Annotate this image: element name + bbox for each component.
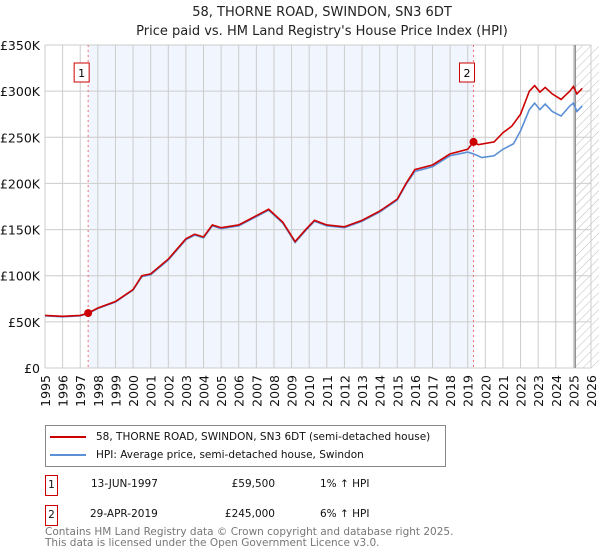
chart-legend: 58, THORNE ROAD, SWINDON, SN3 6DT (semi-…: [45, 425, 446, 467]
x-tick-label: 1995: [38, 375, 53, 407]
x-tick-label: 2004: [197, 375, 212, 407]
legend-label: 58, THORNE ROAD, SWINDON, SN3 6DT (semi-…: [96, 431, 431, 443]
legend-label: HPI: Average price, semi-detached house,…: [96, 449, 364, 461]
x-tick-label: 2000: [126, 375, 141, 407]
sale-price: £245,000: [224, 508, 275, 520]
sale-date: 13-JUN-1997: [91, 478, 158, 490]
x-tick-label: 2011: [320, 375, 335, 407]
x-tick-label: 2019: [461, 375, 476, 407]
red-line-swatch: [50, 435, 86, 439]
sale-hpi-change: 1% ↑ HPI: [320, 478, 370, 490]
sale-annotation-box: [73, 62, 90, 83]
x-tick-label: 2010: [302, 375, 317, 407]
forecast-hatch: [575, 45, 599, 368]
x-tick-label: 2008: [267, 375, 282, 407]
legend-item-property: 58, THORNE ROAD, SWINDON, SN3 6DT (semi-…: [50, 429, 430, 445]
x-tick-label: 2018: [443, 375, 458, 407]
y-tick-label: £300K: [0, 84, 41, 99]
x-tick-label: 2006: [232, 375, 247, 407]
footer-line: This data is licensed under the Open Gov…: [45, 537, 380, 549]
blue-line-swatch: [50, 453, 86, 457]
y-tick-label: £0: [24, 361, 40, 376]
x-tick-label: 2007: [249, 375, 264, 407]
hpi-series-line: [44, 101, 583, 318]
x-tick-label: 2002: [161, 375, 176, 407]
sale-point: [469, 137, 478, 146]
sale-hpi-change: 6% ↑ HPI: [320, 508, 370, 520]
x-tick-label: 2016: [408, 375, 423, 407]
x-tick-label: 2024: [549, 375, 564, 407]
y-tick-label: £150K: [0, 223, 41, 238]
x-tick-label: 2009: [285, 375, 300, 407]
x-tick-label: 1999: [108, 375, 123, 407]
sale-date: 29-APR-2019: [90, 508, 158, 520]
x-tick-label: 2003: [179, 375, 194, 407]
sale-marker-badge: 2: [45, 505, 58, 526]
x-tick-label: 1996: [56, 375, 71, 407]
chart-title: 58, THORNE ROAD, SWINDON, SN3 6DT: [192, 5, 452, 20]
sale-price: £59,500: [231, 478, 275, 490]
x-tick-label: 2001: [144, 375, 159, 407]
price-chart: 58, THORNE ROAD, SWINDON, SN3 6DT Price …: [0, 5, 599, 407]
x-tick-label: 2025: [566, 375, 581, 407]
y-tick-label: £200K: [0, 176, 41, 191]
x-tick-label: 2013: [355, 375, 370, 407]
x-tick-label: 1998: [91, 375, 106, 407]
sale-marker-badge: 1: [45, 475, 58, 496]
x-tick-label: 1997: [73, 375, 88, 407]
x-tick-label: 2005: [214, 375, 229, 407]
x-tick-label: 2014: [373, 375, 388, 407]
x-tick-label: 2023: [531, 375, 546, 407]
y-tick-label: £350K: [0, 38, 41, 53]
y-tick-label: £100K: [0, 269, 41, 284]
property-series-line: [44, 84, 583, 318]
sale-point: [84, 309, 93, 318]
x-tick-label: 2022: [514, 375, 529, 407]
sale-period-shading: [88, 45, 474, 368]
x-tick-label: 2026: [584, 375, 599, 407]
sale-annotation-label: 1: [78, 67, 85, 80]
chart-subtitle: Price paid vs. HM Land Registry's House …: [136, 24, 508, 39]
sale-annotation-label: 2: [464, 67, 471, 80]
y-tick-label: £250K: [0, 130, 41, 145]
y-tick-label: £50K: [8, 315, 41, 330]
x-tick-label: 2017: [425, 375, 440, 407]
x-tick-label: 2012: [337, 375, 352, 407]
x-tick-label: 2015: [390, 375, 405, 407]
sale-annotation-box: [459, 62, 476, 83]
x-tick-label: 2021: [496, 375, 511, 407]
x-tick-label: 2020: [478, 375, 493, 407]
footer-line: Contains HM Land Registry data © Crown c…: [45, 526, 454, 538]
legend-item-hpi: HPI: Average price, semi-detached house,…: [50, 447, 364, 463]
footer-attribution: Contains HM Land Registry data © Crown c…: [45, 527, 453, 549]
